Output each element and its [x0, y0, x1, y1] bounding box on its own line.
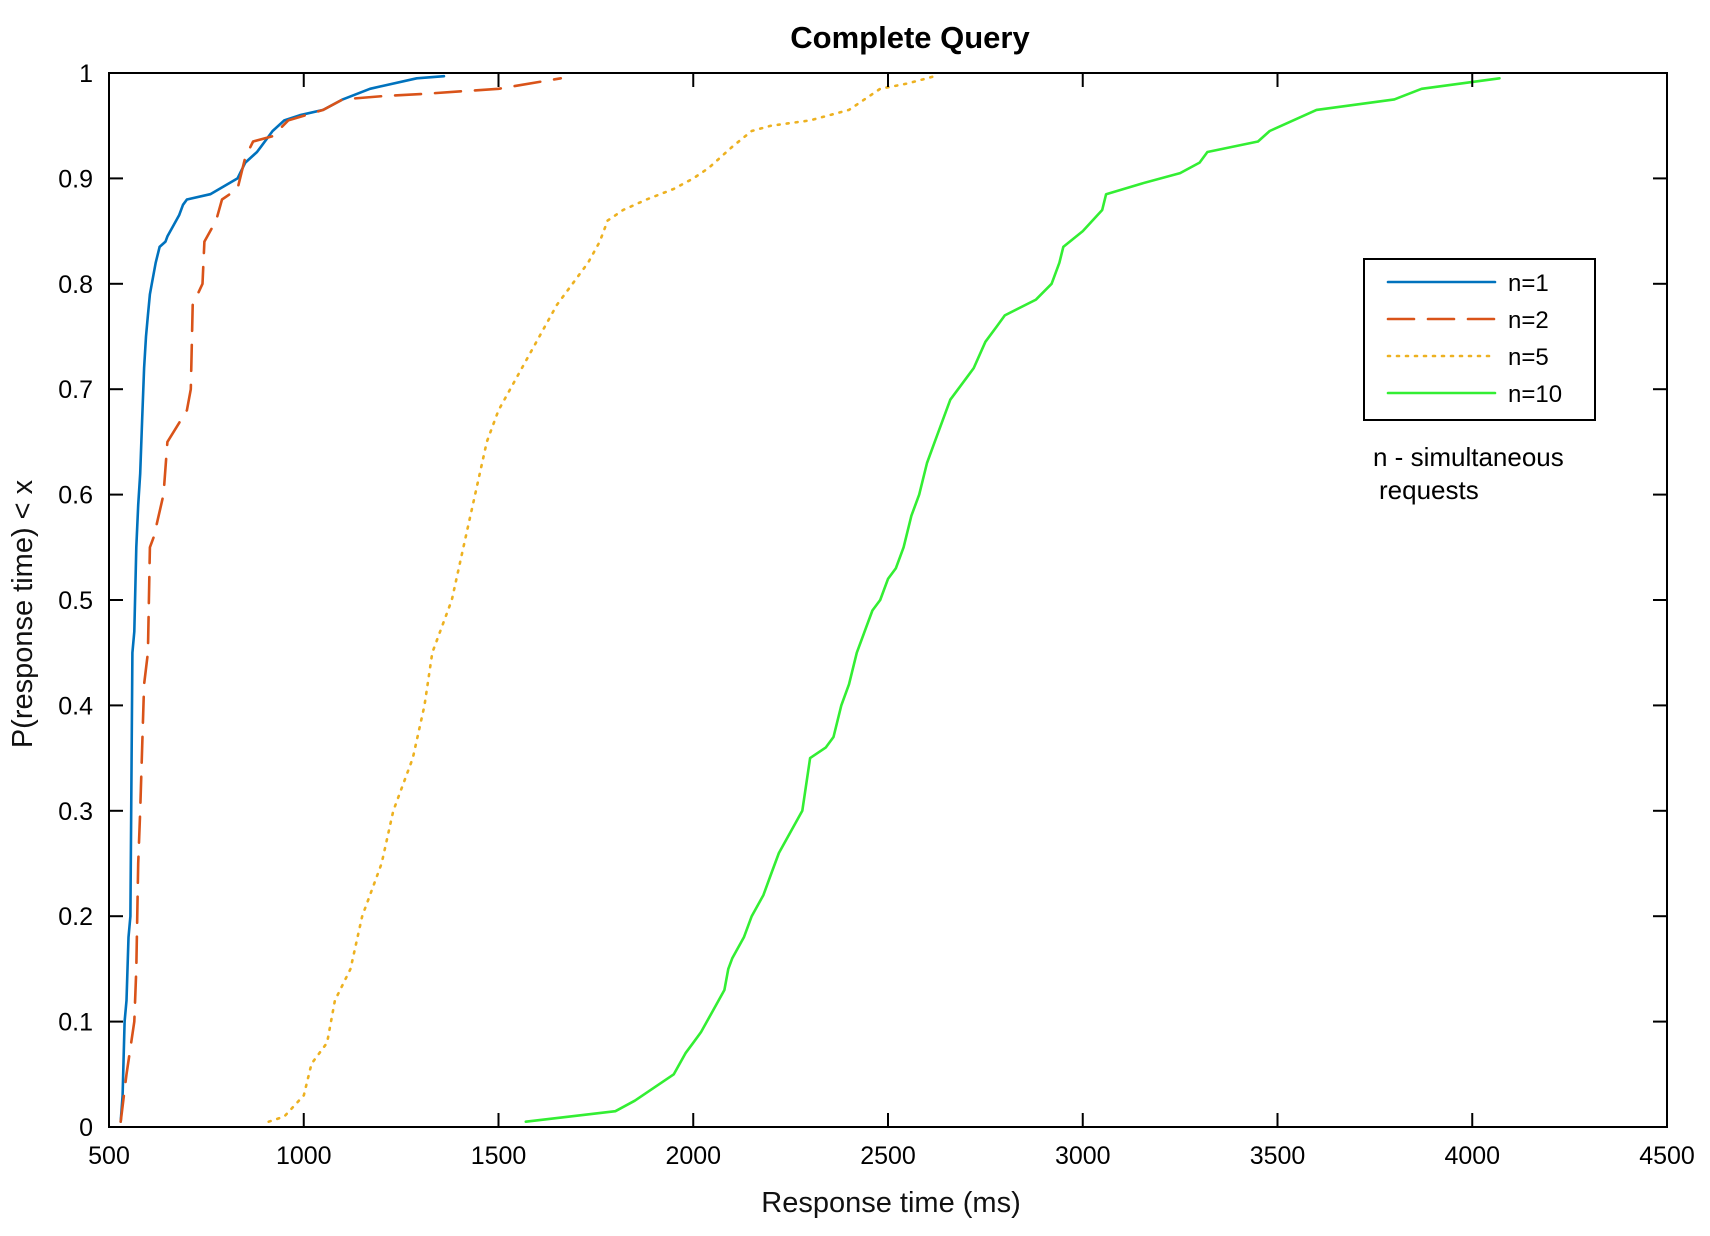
y-tick-label: 1 [79, 60, 93, 88]
annotation-line-1: n - simultaneous [1373, 442, 1564, 472]
legend-items: n=1 n=2 n=5 n=10 [1386, 270, 1562, 408]
annotation-line-2: requests [1379, 475, 1479, 505]
y-tick-label: 0.8 [58, 271, 93, 299]
y-tick-label: 0.1 [58, 1009, 93, 1037]
x-axis-label: Response time (ms) [761, 1187, 1020, 1219]
x-tick-label: 3000 [1055, 1142, 1111, 1170]
legend: n=1 n=2 n=5 n=10 [1363, 258, 1596, 421]
legend-label-n=1: n=1 [1508, 270, 1549, 297]
x-tick-label: 500 [88, 1142, 130, 1170]
legend-label-n=10: n=10 [1508, 381, 1562, 408]
annotation: n - simultaneous requests [1373, 442, 1564, 505]
series-line-n=5 [267, 74, 936, 1123]
y-tick-label: 0.2 [58, 903, 93, 931]
y-tick-label: 0.9 [58, 165, 93, 193]
y-tick-label: 0.4 [58, 692, 93, 720]
x-tick-label: 4500 [1639, 1142, 1695, 1170]
series-line-n=2 [119, 77, 563, 1123]
x-tick-label: 1000 [276, 1142, 332, 1170]
y-axis-label: P(response time) < x [7, 479, 39, 748]
y-tick-label: 0.5 [58, 587, 93, 615]
y-tick-label: 0 [79, 1114, 93, 1142]
series-line-n=10 [524, 77, 1501, 1123]
x-tick-label: 4000 [1444, 1142, 1500, 1170]
y-tick-label: 0.3 [58, 798, 93, 826]
chart-title: Complete Query [790, 20, 1030, 55]
x-axis: 500 1000 1500 2000 2500 3000 3500 4000 4500 [88, 73, 1695, 1170]
y-tick-label: 0.6 [58, 482, 93, 510]
x-tick-label: 2500 [860, 1142, 916, 1170]
x-tick-label: 2000 [665, 1142, 721, 1170]
series-line-n=1 [119, 74, 446, 1123]
x-tick-label: 1500 [471, 1142, 527, 1170]
y-tick-label: 0.7 [58, 376, 93, 404]
y-axis: 0 0.1 0.2 0.3 0.4 0.5 0.6 0.7 0.8 0.9 1 [58, 60, 1667, 1142]
x-tick-label: 3500 [1250, 1142, 1306, 1170]
legend-label-n=5: n=5 [1508, 344, 1549, 371]
legend-label-n=2: n=2 [1508, 307, 1549, 334]
